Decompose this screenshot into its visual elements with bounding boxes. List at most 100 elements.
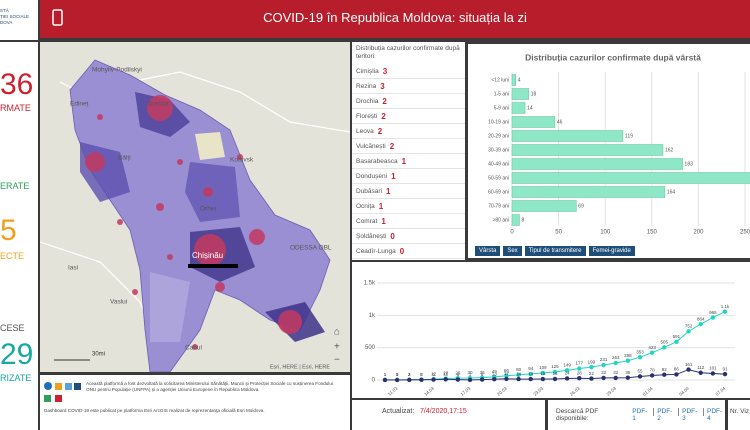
value-label: 231	[600, 357, 608, 362]
value-label: 14	[527, 105, 533, 111]
territory-name: Leova	[356, 127, 374, 135]
x-tick-label: 20.03	[496, 386, 508, 397]
territory-row[interactable]: Dondușeni 1	[352, 169, 465, 184]
territory-name: Ceadîr-Lunga	[356, 247, 396, 255]
value-label: 69	[578, 203, 584, 209]
x-tick-label: 04.04	[678, 386, 690, 397]
point	[625, 375, 631, 380]
map[interactable]: ⌂ + − Mohyliv-Podilskyi Edineț Soroca Bălți Ko…	[40, 42, 350, 372]
map-panel[interactable]: ⌂ + − Mohyliv-Podilskyi Edineț Soroca Bălți Ko…	[40, 42, 350, 372]
territory-value: 2	[389, 141, 395, 151]
point	[394, 377, 400, 383]
y-tick-label: >80 ani	[492, 217, 509, 223]
territory-row[interactable]: Șoldănești 0	[352, 229, 465, 244]
stat-label: CESE	[0, 323, 25, 333]
territory-name: Vulcănești	[356, 142, 386, 150]
value-label: 14	[516, 371, 522, 376]
territory-row[interactable]: Florești 2	[352, 109, 465, 124]
value-label: 164	[667, 189, 676, 195]
y-tick-label: 30-39 ani	[488, 147, 509, 153]
value-label: 298	[624, 353, 632, 358]
territory-row[interactable]: Basarabeasca 1	[352, 154, 465, 169]
value-label: 32	[613, 370, 619, 375]
territory-row[interactable]: Ceadîr-Lunga 0	[352, 244, 465, 259]
x-tick-label: 01.04	[642, 386, 654, 397]
pdf-link[interactable]: PDF-1	[632, 408, 648, 422]
value-label: 70	[650, 368, 656, 373]
bar	[511, 130, 624, 142]
territory-name: Basarabeasca	[356, 157, 398, 165]
point	[577, 366, 582, 371]
territory-name: Dubăsari	[356, 187, 383, 195]
territory-value: 2	[381, 111, 386, 121]
point	[455, 377, 461, 382]
value-label: 13	[492, 371, 498, 376]
territory-list: Cimișlia 3 Rezina 3 Drochia 2 Florești 2 Leova 2 V…	[352, 64, 465, 259]
point	[601, 375, 606, 381]
territory-row[interactable]: Rezina 3	[352, 79, 465, 94]
territory-name: Rezina	[356, 82, 377, 90]
tab-button[interactable]: Tipul de transmitere	[524, 246, 586, 256]
value-label: 112	[697, 365, 705, 370]
value-label: 11	[443, 371, 448, 376]
value-label: 149	[563, 363, 571, 368]
pdf-link[interactable]: PDF-4	[707, 408, 723, 422]
value-label: 55	[637, 369, 643, 374]
territory-value: 1	[391, 171, 396, 181]
value-label: 353	[636, 349, 644, 354]
value-label: 8	[521, 217, 524, 223]
downloads-label: Descarcă PDF disponibile:	[556, 408, 599, 422]
point	[564, 368, 570, 373]
value-label: 263	[612, 355, 620, 360]
y-tick-label: <12 luni	[491, 77, 509, 83]
phone-icon	[52, 9, 63, 26]
territory-row[interactable]: Comrat 1	[352, 214, 465, 229]
territory-row[interactable]: Drochia 2	[352, 94, 465, 109]
pdf-link[interactable]: PDF-3	[682, 408, 698, 422]
point	[504, 373, 509, 378]
point	[710, 315, 716, 320]
territory-row[interactable]: Cimișlia 3	[352, 64, 465, 79]
territory-row[interactable]: Leova 2	[352, 124, 465, 139]
territory-name: Comrat	[356, 217, 378, 225]
downloads-panel: Descarcă PDF disponibile: PDF-1 PDF-2 PDF-…	[548, 400, 725, 430]
tab-button[interactable]: Sex	[503, 246, 522, 256]
point	[625, 358, 631, 363]
footer-line2: Dashboard COVID-19 este publicat pe plat…	[44, 408, 265, 413]
territory-row[interactable]: Dubăsari 1	[352, 184, 465, 199]
visitors-panel: Nr. Viz	[728, 400, 750, 430]
territory-row[interactable]: Ocnița 1	[352, 199, 465, 214]
value-label: 22	[589, 371, 595, 376]
tab-button[interactable]: Vârsta	[475, 246, 501, 256]
territory-panel: Distribuția cazurilor confirmate după te…	[352, 42, 465, 260]
visitors: Nr. Viz	[730, 408, 750, 415]
x-tick-label: 250	[740, 230, 750, 236]
value-label: 1	[384, 372, 387, 377]
point	[637, 354, 643, 360]
value-label: 2	[408, 372, 411, 377]
point	[419, 377, 424, 383]
value-label: 3	[420, 372, 423, 377]
tab-button[interactable]: Femei-gravide	[588, 246, 635, 256]
territory-row[interactable]: Vulcănești 2	[352, 139, 465, 154]
value-label: 28	[577, 370, 583, 375]
value-label: 23	[443, 371, 449, 376]
x-tick-label: 150	[647, 230, 658, 236]
y-tick-label: 500	[365, 345, 376, 351]
trend-chart: 0 500 1k 1.5k 11.03 14.03 17.03 20.03 23.03 26.03…	[364, 281, 735, 397]
map-label: Cahul	[185, 345, 203, 352]
map-label: Iasi	[68, 265, 78, 272]
territory-name: Șoldănești	[356, 232, 387, 240]
value-label: 94	[528, 366, 534, 371]
point	[698, 370, 703, 375]
value-label: 161	[685, 362, 693, 367]
pdf-link[interactable]: PDF-2	[657, 408, 673, 422]
trend-panel: 0 500 1k 1.5k 11.03 14.03 17.03 20.03 23.03 26.03…	[352, 262, 750, 398]
bar	[511, 186, 666, 198]
stat-label: ECTE	[0, 251, 25, 261]
x-tick-label: 11.03	[387, 386, 399, 397]
y-tick-label: 50-59 ani	[488, 175, 509, 181]
tab-bar: Vârsta Sex Tipul de transmitere Femei-gravi…	[475, 246, 638, 256]
logo-line: DOVA	[0, 20, 13, 25]
